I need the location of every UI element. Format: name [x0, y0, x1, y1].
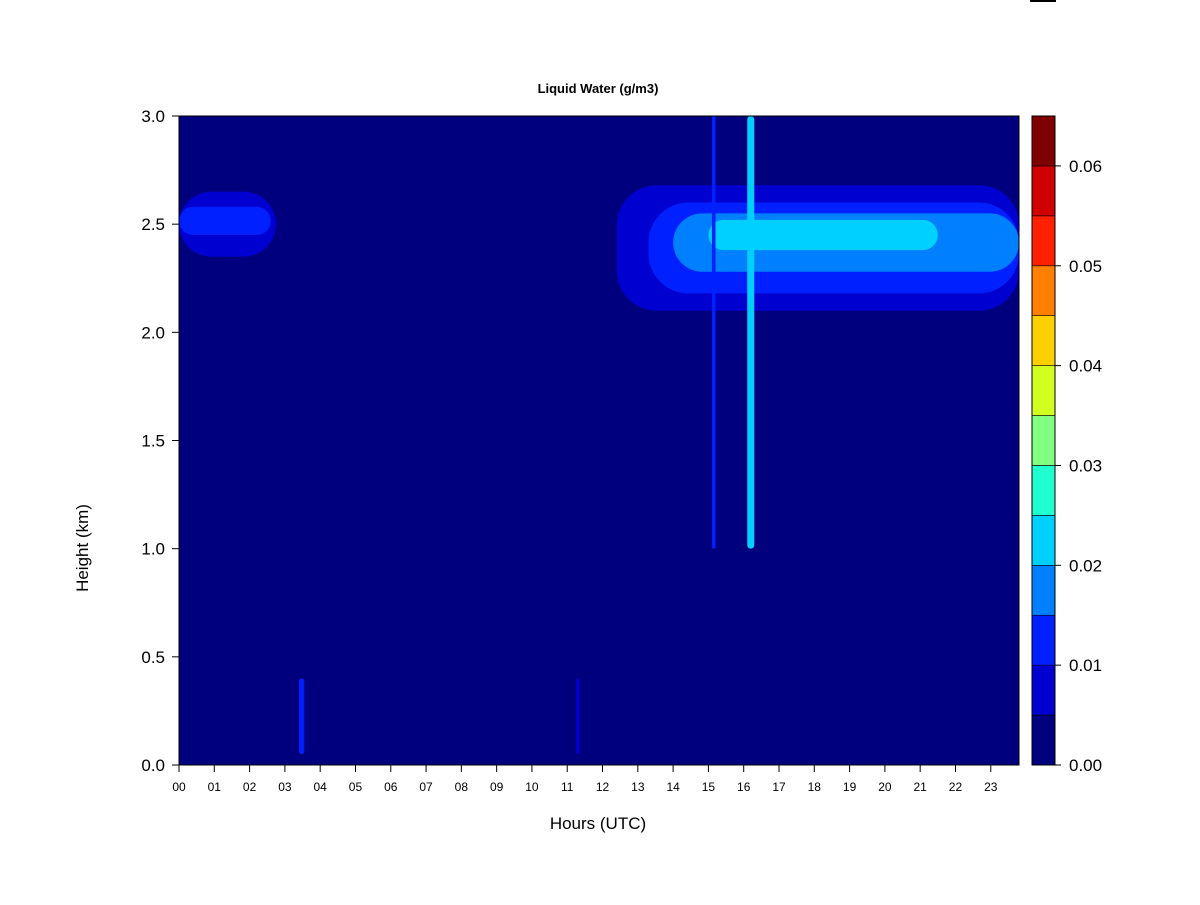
- corner-marker: [1030, 0, 1056, 2]
- y-tick-label: 2.0: [141, 323, 165, 342]
- x-tick-label: 18: [808, 780, 822, 794]
- y-axis-label: Height (km): [73, 504, 92, 592]
- x-tick-label: 03: [278, 780, 292, 794]
- heatmap-cell: [747, 116, 755, 549]
- x-tick-label: 08: [455, 780, 469, 794]
- x-tick-label: 10: [525, 780, 539, 794]
- x-tick-label: 11: [561, 780, 574, 794]
- y-tick-label: 0.0: [141, 756, 165, 775]
- x-tick-label: 12: [596, 780, 610, 794]
- x-tick-label: 00: [172, 780, 186, 794]
- x-tick-label: 06: [384, 780, 398, 794]
- colorbar-swatch: [1031, 265, 1056, 316]
- colorbar-swatch: [1031, 315, 1056, 366]
- heatmap-cell: [708, 219, 938, 251]
- x-tick-label: 05: [349, 780, 363, 794]
- colorbar-tick-label: 0.03: [1069, 456, 1102, 475]
- colorbar-tick-label: 0.01: [1069, 656, 1102, 675]
- colorbar-swatch: [1031, 515, 1056, 566]
- colorbar-swatch: [1031, 365, 1056, 416]
- colorbar-swatch: [1031, 165, 1056, 217]
- x-tick-label: 15: [702, 780, 716, 794]
- x-tick-label: 22: [949, 780, 963, 794]
- colorbar-swatch: [1031, 465, 1056, 516]
- heatmap-cell: [711, 116, 716, 549]
- colorbar-tick-label: 0.04: [1069, 357, 1102, 376]
- colorbar-swatch: [1031, 714, 1056, 766]
- y-axis: 0.0 0.5 1.0 1.5 2.0 2.5 3.0: [141, 107, 180, 775]
- x-tick-label: 21: [913, 780, 927, 794]
- x-tick-label: 09: [490, 780, 504, 794]
- x-tick-label: 01: [208, 780, 222, 794]
- x-tick-label: 14: [666, 780, 680, 794]
- y-tick-label: 1.5: [141, 432, 165, 451]
- y-tick-label: 0.5: [141, 648, 165, 667]
- x-axis-label: Hours (UTC): [550, 814, 646, 833]
- colorbar-swatch: [1031, 614, 1056, 666]
- colorbar-swatch: [1031, 215, 1056, 267]
- colorbar-frame: [1031, 115, 1056, 766]
- y-tick-label: 2.5: [141, 215, 165, 234]
- colorbar-tick-label: 0.05: [1069, 257, 1102, 276]
- colorbar-tick-label: 0.00: [1069, 756, 1102, 775]
- colorbar-tick-label: 0.06: [1069, 157, 1102, 176]
- x-tick-label: 02: [243, 780, 257, 794]
- x-tick-label: 19: [843, 780, 857, 794]
- x-tick-label: 07: [419, 780, 433, 794]
- colorbar-swatch: [1031, 565, 1056, 616]
- heatmap-cell: [576, 678, 580, 755]
- x-tick-label: 13: [631, 780, 645, 794]
- colorbar-tick-label: 0.02: [1069, 556, 1102, 575]
- y-tick-label: 1.0: [141, 540, 165, 559]
- y-tick-label: 3.0: [141, 107, 165, 126]
- x-axis: 00 01 02 03 04 05 06 07 08 09 10 11 12 13 14 15 16 17 18 19…: [172, 764, 998, 794]
- heatmap-cell: [299, 678, 305, 755]
- x-tick-label: 23: [984, 780, 998, 794]
- colorbar-swatch: [1031, 415, 1056, 466]
- colorbar: 0.00 0.01 0.02 0.03 0.04 0.05 0.06: [1031, 115, 1102, 775]
- x-tick-label: 17: [772, 780, 786, 794]
- x-tick-label: 04: [313, 780, 327, 794]
- colorbar-swatch: [1031, 664, 1056, 716]
- x-tick-label: 16: [737, 780, 751, 794]
- plot-area: [178, 115, 1020, 766]
- colorbar-swatch: [1031, 115, 1056, 167]
- chart-title: Liquid Water (g/m3): [538, 81, 659, 96]
- heatmap-cell: [179, 206, 271, 235]
- x-tick-label: 20: [878, 780, 892, 794]
